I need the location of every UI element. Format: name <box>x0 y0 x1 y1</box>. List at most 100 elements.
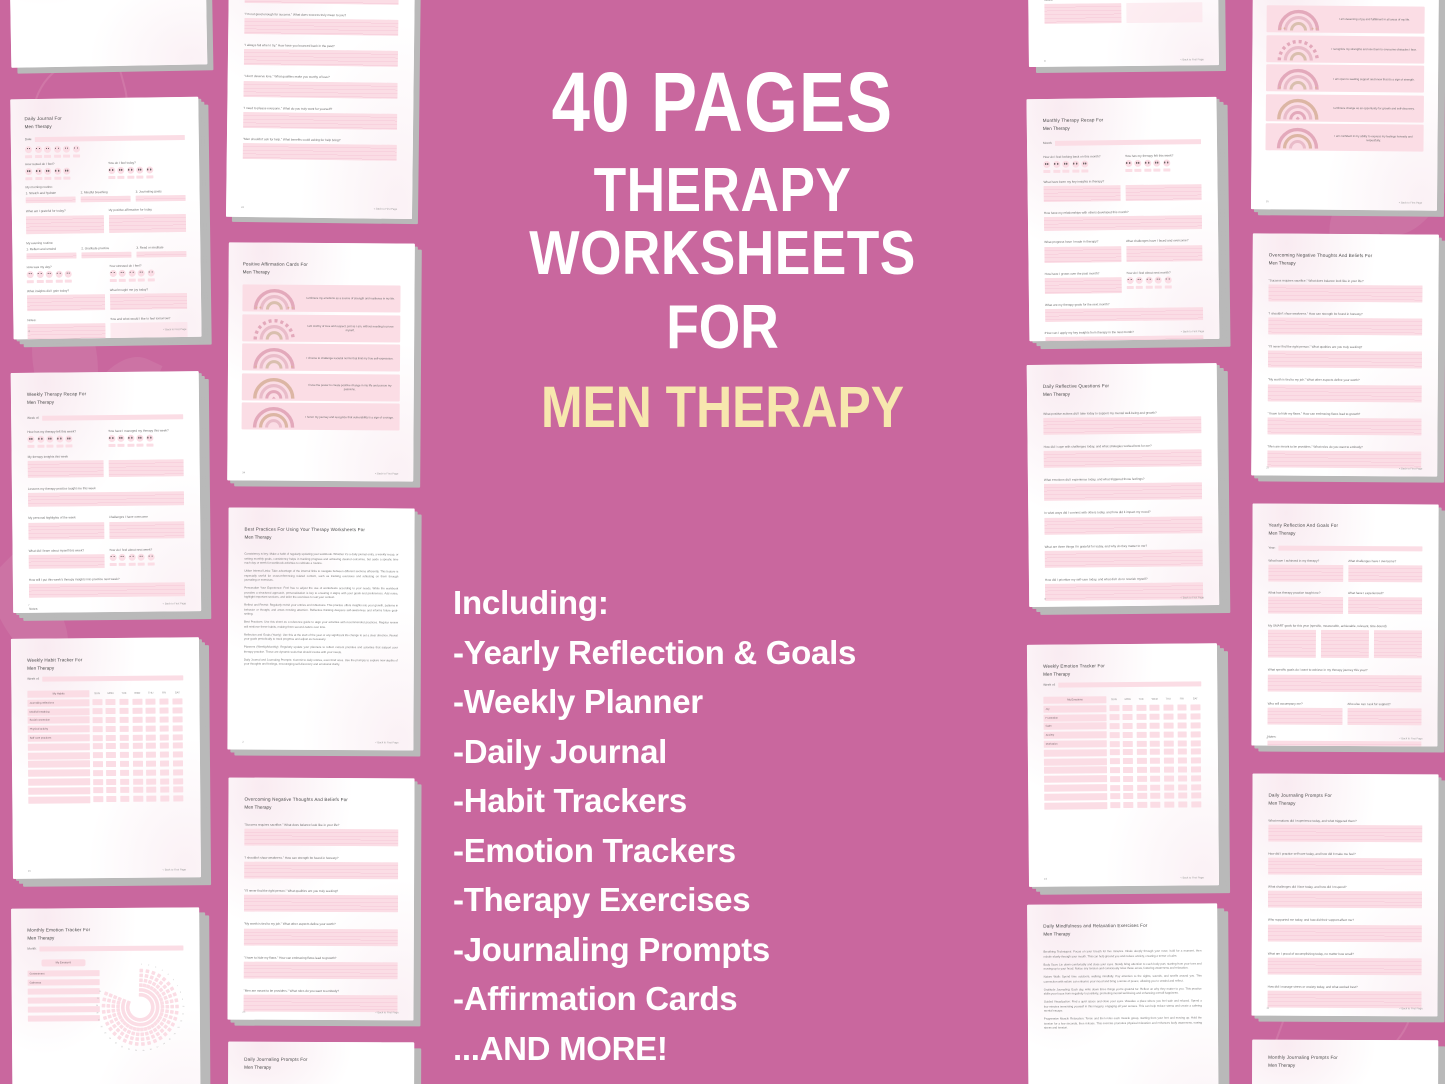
fill-area[interactable] <box>243 994 398 1013</box>
emotion-name[interactable]: Calm <box>1043 722 1107 731</box>
check-cell[interactable] <box>146 751 157 758</box>
check-cell[interactable] <box>1137 793 1147 800</box>
check-cell[interactable] <box>132 707 143 714</box>
worksheet-thumbnail-daily-journaling-prompts[interactable]: Daily Journaling Prompts For Men Therapy… <box>1251 773 1445 1025</box>
check-cell[interactable] <box>1136 766 1147 773</box>
fill-area[interactable] <box>27 460 104 479</box>
habit-name[interactable] <box>28 778 91 786</box>
check-cell[interactable] <box>145 707 156 714</box>
back-to-first-page-link[interactable]: < Back to First Page <box>1180 57 1204 62</box>
emotion-name[interactable]: Frustration <box>1043 713 1107 722</box>
fill-area[interactable] <box>1268 284 1423 303</box>
radial-cell[interactable] <box>155 1018 160 1024</box>
radial-cell[interactable] <box>150 1034 155 1039</box>
week-input[interactable] <box>42 414 184 421</box>
check-cell[interactable] <box>132 751 143 758</box>
check-cell[interactable] <box>145 698 156 706</box>
check-cell[interactable] <box>106 760 116 767</box>
check-cell[interactable] <box>106 752 116 759</box>
fill-area[interactable] <box>80 196 131 203</box>
emotion-name[interactable]: Joy <box>1043 705 1107 713</box>
table-row[interactable] <box>28 795 184 804</box>
radial-cell[interactable] <box>138 988 143 992</box>
back-to-first-page-link[interactable]: < Back to First Page <box>163 328 187 332</box>
fill-area[interactable] <box>1268 596 1343 615</box>
radial-cell[interactable] <box>152 1038 157 1044</box>
check-cell[interactable] <box>1136 749 1147 756</box>
worksheet-thumbnail-overcoming-thoughts-b[interactable]: Overcoming Negative Thoughts And Beliefs… <box>227 777 424 1029</box>
table-row[interactable]: Journaling reflections <box>27 698 183 707</box>
check-cell[interactable] <box>1123 784 1134 791</box>
fill-area[interactable] <box>25 196 76 204</box>
fill-area[interactable] <box>1267 990 1422 1009</box>
check-cell[interactable] <box>1123 758 1134 765</box>
fill-area[interactable] <box>1268 824 1423 843</box>
radial-cell[interactable] <box>168 1015 173 1020</box>
check-cell[interactable] <box>105 708 116 715</box>
fill-area[interactable] <box>243 111 398 130</box>
worksheet-thumbnail-mindfulness[interactable]: Daily Mindfulness and Relaxation Exercis… <box>1027 903 1230 1084</box>
check-cell[interactable] <box>133 769 143 776</box>
check-cell[interactable] <box>1136 722 1147 729</box>
worksheet-thumbnail-overcoming-thoughts-a[interactable]: "I must be strong, showing emotions is w… <box>225 0 426 225</box>
check-cell[interactable] <box>159 734 170 741</box>
worksheet-thumbnail-weekly-emotion-tracker[interactable]: Weekly Emotion Tracker For Men Therapy W… <box>1026 643 1231 895</box>
fill-area[interactable] <box>1044 245 1121 263</box>
radial-cell[interactable] <box>134 1042 139 1046</box>
check-cell[interactable] <box>159 760 170 767</box>
fill-area[interactable] <box>1043 416 1202 436</box>
table-row[interactable]: Physical activity <box>27 725 184 733</box>
radial-cell[interactable] <box>124 1034 129 1039</box>
table-row[interactable] <box>1044 783 1202 792</box>
worksheet-thumbnail-habit-tracker[interactable]: Weekly Habit Tracker For Men Therapy Wee… <box>10 637 213 889</box>
radial-cell[interactable] <box>159 1028 165 1034</box>
check-cell[interactable] <box>106 796 117 803</box>
radial-cell[interactable] <box>146 1025 152 1030</box>
radial-cell[interactable] <box>108 993 113 998</box>
check-cell[interactable] <box>159 725 170 732</box>
habit-name[interactable] <box>28 787 91 795</box>
check-cell[interactable] <box>119 734 130 741</box>
radial-cell[interactable] <box>139 1022 144 1027</box>
fill-area[interactable] <box>135 195 186 203</box>
table-row[interactable] <box>1044 792 1202 801</box>
radial-cell[interactable] <box>160 1005 165 1009</box>
check-cell[interactable] <box>146 725 156 732</box>
check-cell[interactable] <box>1122 731 1133 738</box>
back-to-first-page-link[interactable]: < Back to First Page <box>1399 737 1423 741</box>
radial-cell[interactable] <box>149 985 154 991</box>
emotion-name[interactable]: Contentment <box>27 970 100 977</box>
fill-area[interactable] <box>1125 244 1203 262</box>
radial-cell[interactable] <box>138 983 143 988</box>
check-cell[interactable] <box>1150 775 1161 782</box>
check-cell[interactable] <box>146 795 157 802</box>
radial-cell[interactable] <box>112 995 118 1000</box>
check-cell[interactable] <box>1164 792 1174 800</box>
table-row[interactable] <box>1043 748 1202 757</box>
check-cell[interactable] <box>1190 757 1201 764</box>
check-cell[interactable] <box>1109 731 1120 738</box>
check-cell[interactable] <box>1191 766 1201 773</box>
radial-cell[interactable] <box>157 1015 162 1020</box>
check-cell[interactable] <box>1191 775 1201 782</box>
check-cell[interactable] <box>1109 793 1120 800</box>
radial-cell[interactable] <box>111 1008 116 1013</box>
radial-cell[interactable] <box>120 1007 125 1012</box>
radial-cell[interactable] <box>163 1024 168 1030</box>
emotion-name[interactable] <box>1043 757 1108 766</box>
check-cell[interactable] <box>1109 767 1120 774</box>
check-cell[interactable] <box>1150 731 1160 738</box>
mood-scale-icons[interactable] <box>1043 160 1120 169</box>
radial-cell[interactable] <box>172 992 177 997</box>
table-row[interactable] <box>27 751 184 760</box>
table-row[interactable]: Frustration <box>1043 713 1202 722</box>
check-cell[interactable] <box>1190 722 1201 729</box>
emotion-name[interactable] <box>1044 775 1108 783</box>
check-cell[interactable] <box>1136 740 1147 747</box>
check-cell[interactable] <box>1163 731 1174 738</box>
radial-cell[interactable] <box>142 983 147 988</box>
mood-scale-icons[interactable] <box>109 553 185 561</box>
radial-cell[interactable] <box>167 993 173 999</box>
check-cell[interactable] <box>173 786 184 793</box>
fill-area[interactable] <box>242 142 397 161</box>
